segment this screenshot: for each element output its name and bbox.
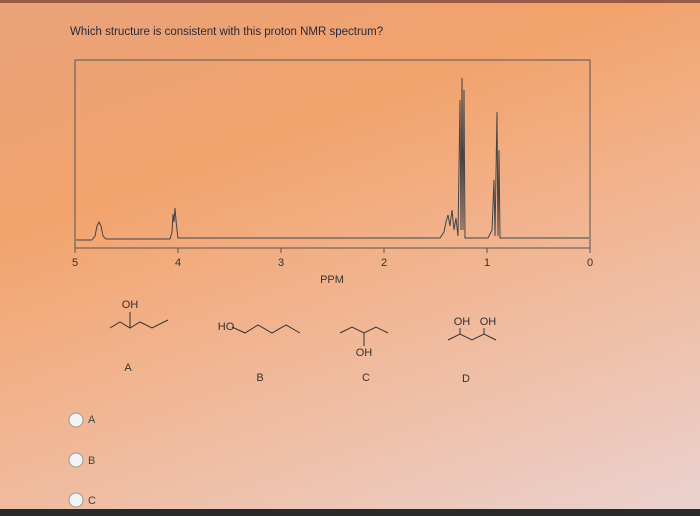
radio-button[interactable]	[68, 452, 84, 468]
x-tick-label: 5	[72, 257, 78, 269]
radio-button[interactable]	[68, 492, 84, 508]
substituent: OH	[454, 316, 471, 328]
option-label[interactable]: C	[88, 495, 96, 507]
plot-frame	[74, 59, 591, 249]
answer-option[interactable]: C	[68, 492, 96, 508]
structure-drawings	[109, 312, 497, 346]
x-tick-label: 2	[381, 257, 387, 269]
bottom-edge	[0, 509, 700, 516]
top-edge	[0, 0, 700, 3]
question: Which structure is consistent with this …	[70, 26, 383, 38]
structure-label: C	[362, 372, 370, 384]
substituent: HO	[218, 321, 235, 333]
option-label[interactable]: A	[88, 414, 96, 426]
structure-label: D	[462, 373, 470, 385]
substituent: OH	[122, 299, 139, 311]
x-tick-label: 3	[278, 257, 284, 269]
x-tick-label: 0	[587, 257, 593, 269]
nmr-spectrum: 5 4 3 2 1 0 PPM	[72, 59, 593, 286]
substituent: OH	[356, 347, 373, 359]
spectrum-trace	[76, 77, 589, 241]
answer-option[interactable]: A	[68, 412, 96, 428]
x-tick-label: 1	[484, 257, 490, 269]
substituent: OH	[480, 316, 497, 328]
radio-button[interactable]	[68, 412, 84, 428]
option-label[interactable]: B	[88, 455, 95, 467]
answer-option[interactable]: B	[68, 452, 95, 468]
structure-label: B	[256, 372, 263, 384]
structure-label: A	[124, 362, 132, 374]
x-tick-label: 4	[175, 257, 181, 269]
x-axis-label: PPM	[320, 274, 344, 286]
